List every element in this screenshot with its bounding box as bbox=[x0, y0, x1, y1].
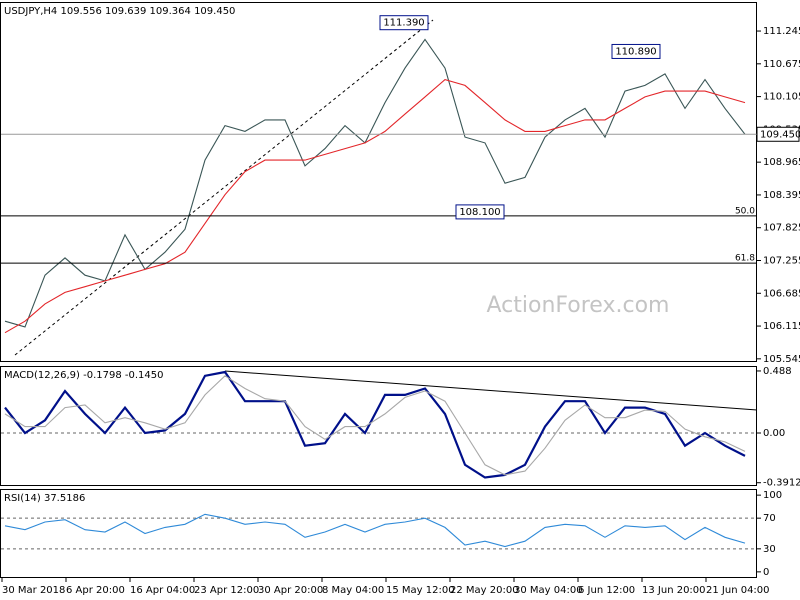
macd-trend-line bbox=[224, 370, 758, 411]
y-tick-label: 0.00 bbox=[763, 428, 785, 439]
y-tick-label: 107.825 bbox=[763, 223, 800, 234]
y-tick-label: 108.395 bbox=[763, 190, 800, 201]
y-tick-label: 100 bbox=[763, 490, 782, 501]
rsi-panel bbox=[0, 489, 757, 578]
panel-title: USDJPY,H4 109.556 109.639 109.364 109.45… bbox=[4, 6, 235, 17]
x-tick-label: 6 Jun 12:00 bbox=[578, 585, 635, 596]
macd-panel bbox=[0, 366, 757, 486]
annotation-label: 108.100 bbox=[459, 207, 500, 218]
y-tick-label: 111.245 bbox=[763, 26, 800, 37]
y-tick-label: 0.488 bbox=[763, 366, 792, 377]
y-tick-label: 107.255 bbox=[763, 255, 800, 266]
series-line bbox=[4, 78, 746, 334]
watermark: ActionForex.com bbox=[487, 293, 670, 318]
y-tick-label: 0 bbox=[763, 567, 769, 578]
annotation-box bbox=[611, 43, 661, 59]
x-tick-label: 8 May 04:00 bbox=[322, 585, 384, 596]
annotation-label: 111.390 bbox=[383, 18, 424, 29]
y-tick-label: -0.3912 bbox=[763, 478, 800, 489]
price-panel bbox=[0, 2, 757, 362]
x-tick-label: 30 Apr 20:00 bbox=[258, 585, 323, 596]
x-tick-label: 21 Jun 04:00 bbox=[706, 585, 770, 596]
x-tick-label: 13 Jun 20:00 bbox=[642, 585, 706, 596]
panel-title: RSI(14) 37.5186 bbox=[4, 493, 85, 504]
x-tick-label: 23 Apr 12:00 bbox=[194, 585, 259, 596]
level-label: 50.0 bbox=[735, 206, 755, 216]
x-tick-label: 16 Apr 04:00 bbox=[130, 585, 195, 596]
y-tick-label: 110.105 bbox=[763, 92, 800, 103]
y-tick-label: 105.545 bbox=[763, 354, 800, 365]
x-tick-label: 22 May 20:00 bbox=[450, 585, 519, 596]
last-price-box bbox=[756, 126, 800, 142]
x-tick-label: 6 Apr 20:00 bbox=[66, 585, 125, 596]
y-tick-label: 108.965 bbox=[763, 157, 800, 168]
panel-title: MACD(12,26,9) -0.1798 -0.1450 bbox=[4, 370, 164, 381]
x-tick-label: 30 Mar 2018 bbox=[2, 585, 65, 596]
y-tick-label: 70 bbox=[763, 513, 776, 524]
x-tick-label: 30 May 04:00 bbox=[514, 585, 583, 596]
series-line bbox=[4, 513, 746, 548]
trend-line bbox=[14, 19, 434, 356]
y-tick-label: 110.675 bbox=[763, 59, 800, 70]
series-line bbox=[4, 38, 746, 328]
annotation-label: 110.890 bbox=[615, 46, 656, 57]
series-line bbox=[4, 375, 746, 476]
annotation-box bbox=[379, 15, 429, 31]
y-tick-label: 30 bbox=[763, 544, 776, 555]
x-tick-label: 15 May 12:00 bbox=[386, 585, 455, 596]
y-tick-label: 106.685 bbox=[763, 288, 800, 299]
annotation-box bbox=[455, 204, 505, 220]
y-tick-label: 106.115 bbox=[763, 321, 800, 332]
series-line bbox=[4, 370, 746, 479]
level-label: 61.8 bbox=[735, 254, 755, 264]
last-price-label: 109.450 bbox=[760, 129, 800, 140]
